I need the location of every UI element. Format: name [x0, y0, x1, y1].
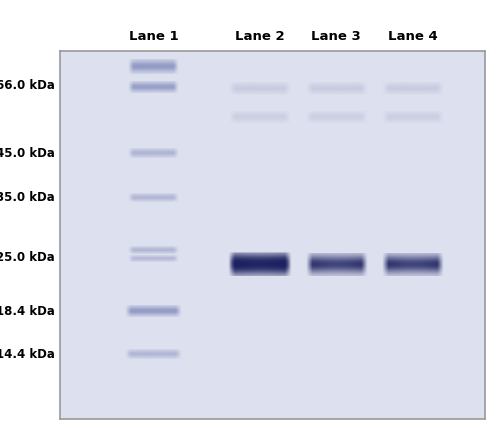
Text: 18.4 kDa: 18.4 kDa: [0, 305, 55, 318]
Text: Lane 2: Lane 2: [235, 30, 284, 43]
Text: 25.0 kDa: 25.0 kDa: [0, 251, 55, 264]
Text: 66.0 kDa: 66.0 kDa: [0, 79, 55, 92]
Text: Lane 4: Lane 4: [388, 30, 438, 43]
Text: 35.0 kDa: 35.0 kDa: [0, 191, 55, 204]
Text: Lane 1: Lane 1: [128, 30, 178, 43]
Text: Lane 3: Lane 3: [312, 30, 361, 43]
Text: 14.4 kDa: 14.4 kDa: [0, 348, 55, 361]
Text: 45.0 kDa: 45.0 kDa: [0, 147, 55, 160]
